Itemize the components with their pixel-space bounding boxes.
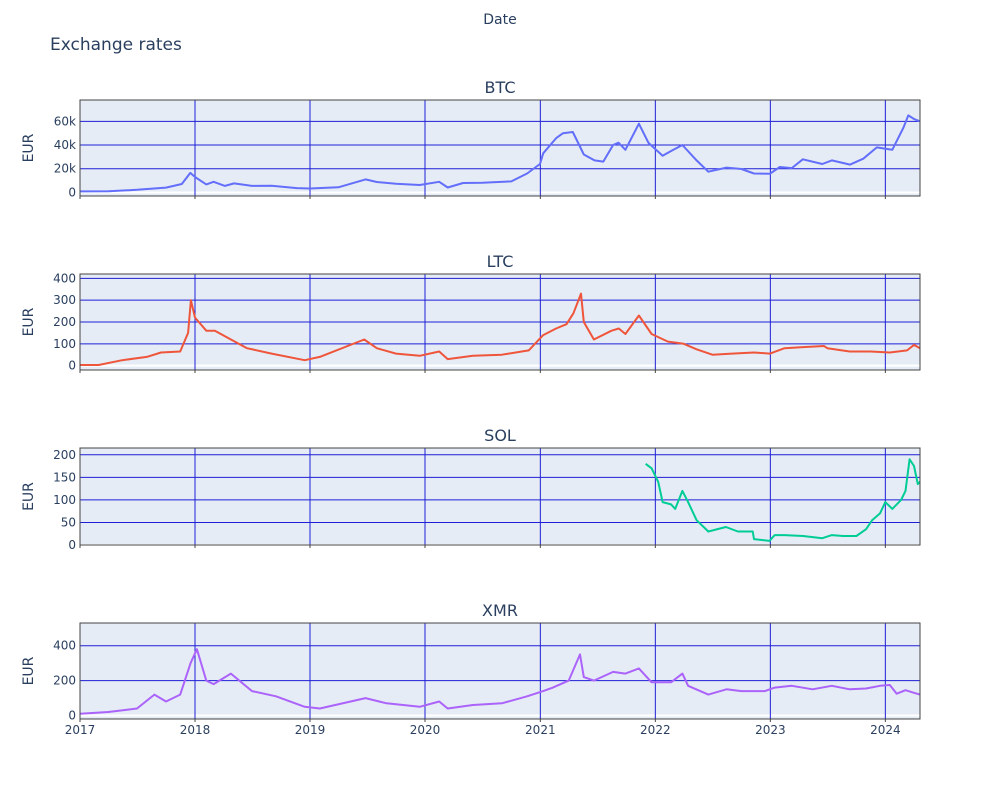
y-tick-label: 50 (61, 515, 76, 529)
y-tick-label: 150 (53, 470, 76, 484)
y-axis-title: EUR (21, 307, 37, 336)
y-tick-label: 60k (54, 114, 76, 128)
plot-background (80, 448, 920, 545)
chart-title: Exchange rates (50, 35, 182, 55)
y-axis-title: EUR (21, 133, 37, 162)
panel-btc: 0 20k 40k 60k BTC EUR (21, 78, 921, 199)
y-tick-label: 400 (53, 639, 76, 653)
y-axis-title: EUR (21, 656, 37, 685)
y-tick-label: 0 (68, 538, 76, 552)
x-tick-label: 2020 (410, 723, 441, 737)
y-tick-label: 200 (53, 315, 76, 329)
subplot-title: SOL (484, 426, 516, 445)
y-axis-title: EUR (21, 482, 37, 511)
plot-background (80, 623, 920, 719)
x-tick-label: 2017 (65, 723, 96, 737)
subplot-panels: 0 20k 40k 60k BTC EUR 0 100 200 300 400 LTC EUR 0 50 10… (21, 78, 921, 737)
x-axis-title: Date (483, 12, 516, 28)
x-tick-label: 2021 (525, 723, 556, 737)
panel-xmr: 0 200 400 XMR EUR 2017 2018 2019 2020 2021 2022 202… (21, 601, 921, 737)
y-tick-label: 200 (53, 674, 76, 688)
series-line-xmr (79, 648, 921, 715)
panel-ltc: 0 100 200 300 400 LTC EUR (21, 252, 921, 373)
plot-border (79, 273, 921, 371)
y-tick-label: 100 (53, 337, 76, 351)
y-tick-label: 200 (53, 448, 76, 462)
y-tick-label: 0 (68, 185, 76, 199)
x-tick-label: 2023 (755, 723, 786, 737)
plot-background (80, 100, 920, 196)
subplot-title: LTC (487, 252, 514, 271)
panel-sol: 0 50 100 150 200 SOL EUR (21, 426, 921, 552)
x-tick-label: 2019 (295, 723, 326, 737)
y-tick-label: 400 (53, 271, 76, 285)
plot-border (79, 622, 921, 720)
subplot-title: BTC (485, 78, 516, 97)
x-tick-label: 2018 (180, 723, 211, 737)
x-tick-label: 2022 (640, 723, 671, 737)
y-tick-label: 20k (54, 162, 76, 176)
y-tick-label: 0 (68, 709, 76, 723)
series-line-ltc (80, 292, 921, 366)
y-tick-label: 40k (54, 138, 76, 152)
y-tick-label: 300 (53, 293, 76, 307)
x-tick-label: 2024 (870, 723, 901, 737)
series-line-sol (644, 458, 921, 542)
y-tick-label: 100 (53, 493, 76, 507)
plot-border (79, 99, 921, 197)
subplot-title: XMR (482, 601, 518, 620)
series-line-btc (79, 114, 921, 193)
plot-border (79, 447, 921, 546)
y-tick-label: 0 (68, 359, 76, 373)
